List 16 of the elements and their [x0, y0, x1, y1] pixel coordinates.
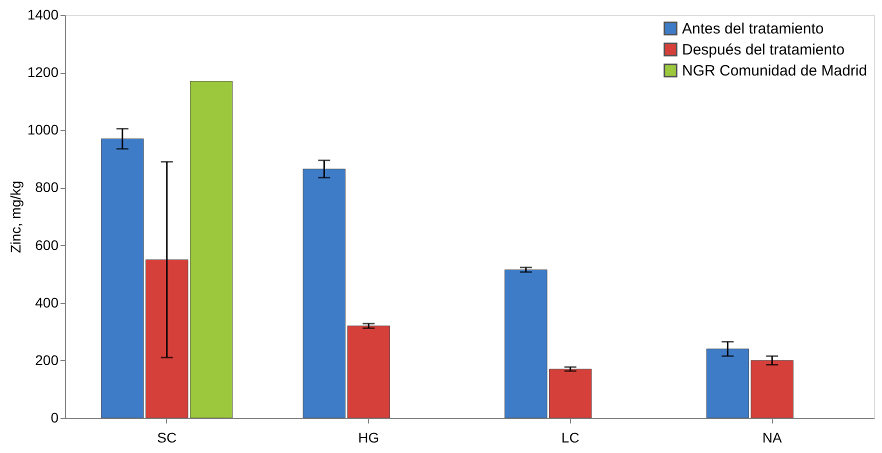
y-tick-label: 200	[35, 352, 59, 368]
legend-label: Después del tratamiento	[682, 42, 845, 58]
legend-label: NGR Comunidad de Madrid	[682, 62, 868, 80]
x-tick-label: NA	[762, 430, 782, 446]
y-tick-label: 0	[50, 410, 59, 426]
y-tick-label: 800	[35, 179, 59, 196]
x-tick-label: LC	[561, 430, 580, 446]
y-tick-label: 1200	[27, 64, 59, 80]
x-tick-label: HG	[358, 430, 380, 446]
y-tick-label: 1400	[27, 6, 59, 22]
y-tick-label: 400	[35, 294, 59, 310]
y-tick-label: 1000	[27, 122, 59, 138]
y-axis-title: Zinc, mg/kg	[7, 180, 24, 254]
legend-label: Antes del tratamiento	[682, 20, 824, 38]
x-tick-label: SC	[157, 430, 177, 446]
y-tick-label: 600	[35, 236, 59, 253]
